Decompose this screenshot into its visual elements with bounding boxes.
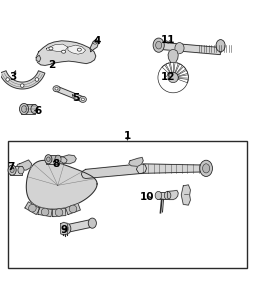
Polygon shape <box>165 63 171 73</box>
Ellipse shape <box>88 218 96 228</box>
Ellipse shape <box>45 155 52 164</box>
Ellipse shape <box>69 205 76 213</box>
Polygon shape <box>36 41 96 65</box>
Ellipse shape <box>81 98 84 101</box>
Text: 3: 3 <box>9 72 17 82</box>
Text: 5: 5 <box>72 93 79 103</box>
Ellipse shape <box>35 78 39 81</box>
Polygon shape <box>59 155 76 164</box>
Ellipse shape <box>53 86 60 92</box>
Ellipse shape <box>19 103 28 115</box>
Polygon shape <box>49 156 67 164</box>
Ellipse shape <box>77 48 81 51</box>
Polygon shape <box>46 44 68 52</box>
Polygon shape <box>16 160 31 170</box>
Polygon shape <box>0 71 45 89</box>
Ellipse shape <box>215 40 224 52</box>
Ellipse shape <box>61 50 65 53</box>
Ellipse shape <box>41 208 49 216</box>
Ellipse shape <box>10 168 14 173</box>
Ellipse shape <box>6 78 9 81</box>
Bar <box>46 155 58 164</box>
Polygon shape <box>128 158 143 166</box>
Polygon shape <box>170 62 173 73</box>
Text: 8: 8 <box>52 159 59 169</box>
Polygon shape <box>65 203 80 214</box>
Polygon shape <box>177 78 187 83</box>
Polygon shape <box>176 67 185 75</box>
Polygon shape <box>60 222 67 235</box>
Bar <box>21 104 35 114</box>
Text: 4: 4 <box>93 36 100 46</box>
Bar <box>10 166 22 175</box>
Ellipse shape <box>155 41 161 49</box>
Ellipse shape <box>21 106 26 112</box>
Text: 6: 6 <box>35 106 42 116</box>
Polygon shape <box>158 42 220 55</box>
Ellipse shape <box>64 226 68 232</box>
Ellipse shape <box>152 38 164 52</box>
Polygon shape <box>175 64 182 73</box>
Ellipse shape <box>46 157 50 162</box>
Polygon shape <box>162 65 170 74</box>
Polygon shape <box>90 40 98 52</box>
Ellipse shape <box>199 160 212 177</box>
Ellipse shape <box>202 164 209 173</box>
Bar <box>156 192 168 199</box>
Polygon shape <box>36 55 41 62</box>
Ellipse shape <box>55 88 58 90</box>
Ellipse shape <box>157 62 188 93</box>
Ellipse shape <box>174 42 183 54</box>
Bar <box>8 141 246 268</box>
Ellipse shape <box>28 204 36 212</box>
Polygon shape <box>52 208 66 217</box>
Text: 9: 9 <box>60 225 67 235</box>
Text: 10: 10 <box>139 192 154 202</box>
Ellipse shape <box>93 41 97 44</box>
Ellipse shape <box>18 166 24 174</box>
Polygon shape <box>173 63 178 73</box>
Polygon shape <box>167 190 178 199</box>
Ellipse shape <box>167 73 178 83</box>
Ellipse shape <box>20 84 24 87</box>
Text: 2: 2 <box>47 60 55 70</box>
Ellipse shape <box>49 47 53 50</box>
Text: 12: 12 <box>160 72 175 82</box>
Ellipse shape <box>55 155 61 163</box>
Polygon shape <box>68 45 85 54</box>
Ellipse shape <box>31 104 38 114</box>
Ellipse shape <box>55 209 62 216</box>
Ellipse shape <box>79 96 86 102</box>
Polygon shape <box>177 70 187 76</box>
Polygon shape <box>181 185 190 205</box>
Polygon shape <box>26 160 97 209</box>
Text: 7: 7 <box>7 162 14 172</box>
Ellipse shape <box>164 191 170 199</box>
Polygon shape <box>38 207 52 217</box>
Polygon shape <box>81 164 146 179</box>
Ellipse shape <box>154 191 161 199</box>
Polygon shape <box>65 220 93 232</box>
Text: 11: 11 <box>160 34 175 44</box>
Polygon shape <box>136 164 205 173</box>
Text: 1: 1 <box>123 131 131 141</box>
Polygon shape <box>167 50 178 62</box>
Ellipse shape <box>8 165 16 175</box>
Polygon shape <box>178 75 188 78</box>
Polygon shape <box>25 202 40 215</box>
Polygon shape <box>55 86 84 102</box>
Ellipse shape <box>61 223 71 234</box>
